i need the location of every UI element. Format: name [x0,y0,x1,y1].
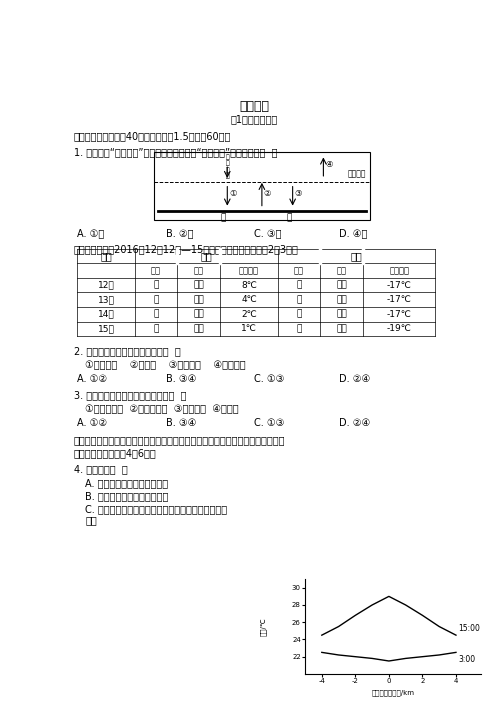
Text: ②: ② [264,190,271,199]
Text: 15:00: 15:00 [458,623,480,633]
Text: 最低气温: 最低气温 [389,266,409,275]
Text: 2℃: 2℃ [241,310,257,319]
Text: 气温: 气温 [85,515,97,526]
Text: 15日: 15日 [98,324,115,333]
Text: ①: ① [229,190,237,199]
Text: B. ③④: B. ③④ [166,418,196,428]
Text: 地: 地 [221,213,226,222]
Text: 读青海省兴海县2016年12月12日—15日气温变化表，据此完成2～3题。: 读青海省兴海县2016年12月12日—15日气温变化表，据此完成2～3题。 [73,244,299,254]
Text: 我国南方某地新建一小型水库，某日两时刻时测得水库及其库岸两侧气温分布如下: 我国南方某地新建一小型水库，某日两时刻时测得水库及其库岸两侧气温分布如下 [73,436,285,446]
Text: 微风: 微风 [337,281,347,289]
Text: 晴: 晴 [296,295,302,304]
Text: 日期: 日期 [100,251,112,261]
Text: D. ④弱: D. ④弱 [339,228,367,238]
Text: 最高气温: 最高气温 [239,266,259,275]
Text: 14日: 14日 [98,310,115,319]
Text: 晴: 晴 [153,324,159,333]
Text: 第1卷（选择题）: 第1卷（选择题） [231,114,278,124]
Text: A. 水库中区的气温日变化最大: A. 水库中区的气温日变化最大 [85,478,168,488]
Text: 图所示。据此回答第4～6题。: 图所示。据此回答第4～6题。 [73,449,156,458]
Text: 晴: 晴 [153,310,159,319]
Text: 晴: 晴 [153,281,159,289]
Text: ①太阳高度大  ②白天气温高  ③大气稀薄  ④云量少: ①太阳高度大 ②白天气温高 ③大气稀薄 ④云量少 [85,404,239,414]
Text: 微风: 微风 [193,324,204,333]
Text: -17℃: -17℃ [387,310,412,319]
Text: C. 一天中水库中心区的气温始终高于库岸两侧地区的: C. 一天中水库中心区的气温始终高于库岸两侧地区的 [85,504,227,514]
Text: 风力: 风力 [194,266,204,275]
X-axis label: 距库岸中心距离/km: 距库岸中心距离/km [372,689,415,696]
Text: 面: 面 [286,213,292,222]
Text: ④: ④ [325,160,333,169]
Text: 天气: 天气 [294,266,304,275]
Text: 风力: 风力 [337,266,347,275]
Text: 夜晚: 夜晚 [350,251,362,261]
Text: 大气上界: 大气上界 [347,170,366,179]
Text: 微风: 微风 [193,295,204,304]
Text: 2. 影响该时段气温变化的因素有（  ）: 2. 影响该时段气温变化的因素有（ ） [73,346,180,356]
Text: 地理试题: 地理试题 [239,100,269,114]
Text: -19℃: -19℃ [387,324,412,333]
Text: A. ①强: A. ①强 [77,228,105,238]
Text: 8℃: 8℃ [241,281,257,289]
Text: 4. 读图可知（  ）: 4. 读图可知（ ） [73,464,127,474]
Text: ③: ③ [295,190,302,199]
Text: D. ②④: D. ②④ [339,418,370,428]
Text: D. ②④: D. ②④ [339,374,370,384]
Text: 太
阳
辐
射: 太 阳 辐 射 [225,154,229,179]
Y-axis label: 气温/℃: 气温/℃ [260,617,266,636]
Text: A. ①②: A. ①② [77,374,108,384]
Text: B. ②强: B. ②强 [166,228,193,238]
Text: 13日: 13日 [98,295,115,304]
Text: 天气: 天气 [151,266,161,275]
Text: 1℃: 1℃ [241,324,257,333]
Text: 微风: 微风 [193,310,204,319]
Text: B. 水库中区的气温日变化最小: B. 水库中区的气温日变化最小 [85,491,169,501]
Text: 晴: 晴 [296,310,302,319]
Text: 1. 人们常用“月夜若寒”来形容晚秋或寒冷。“月夜若寒”是因为月夜（  ）: 1. 人们常用“月夜若寒”来形容晚秋或寒冷。“月夜若寒”是因为月夜（ ） [73,147,277,157]
Text: 微风: 微风 [337,295,347,304]
Text: A. ①②: A. ①② [77,418,108,428]
Text: B. ③④: B. ③④ [166,374,196,384]
Text: 微风: 微风 [337,324,347,333]
Text: -17℃: -17℃ [387,281,412,289]
Text: 晴: 晴 [296,281,302,289]
Text: 微风: 微风 [337,310,347,319]
Text: 晴: 晴 [296,324,302,333]
Text: C. ③弱: C. ③弱 [254,228,282,238]
Text: 4℃: 4℃ [241,295,257,304]
Text: 一、单选题（本题共40道小题，每题1.5分，共60分）: 一、单选题（本题共40道小题，每题1.5分，共60分） [73,131,231,140]
Text: C. ①③: C. ①③ [254,418,285,428]
Text: 3. 该地气温日较差大的主要原因是（  ）: 3. 该地气温日较差大的主要原因是（ ） [73,390,186,400]
Text: 白天: 白天 [200,251,212,261]
Text: -17℃: -17℃ [387,295,412,304]
Text: ①地面辐射    ②冷空气    ③强冷空气    ④冰雪融化: ①地面辐射 ②冷空气 ③强冷空气 ④冰雪融化 [85,360,246,370]
Text: 3:00: 3:00 [458,655,476,664]
Text: 晴: 晴 [153,295,159,304]
Bar [154,152,370,220]
Text: 微风: 微风 [193,281,204,289]
Text: 12日: 12日 [98,281,115,289]
Text: C. ①③: C. ①③ [254,374,285,384]
